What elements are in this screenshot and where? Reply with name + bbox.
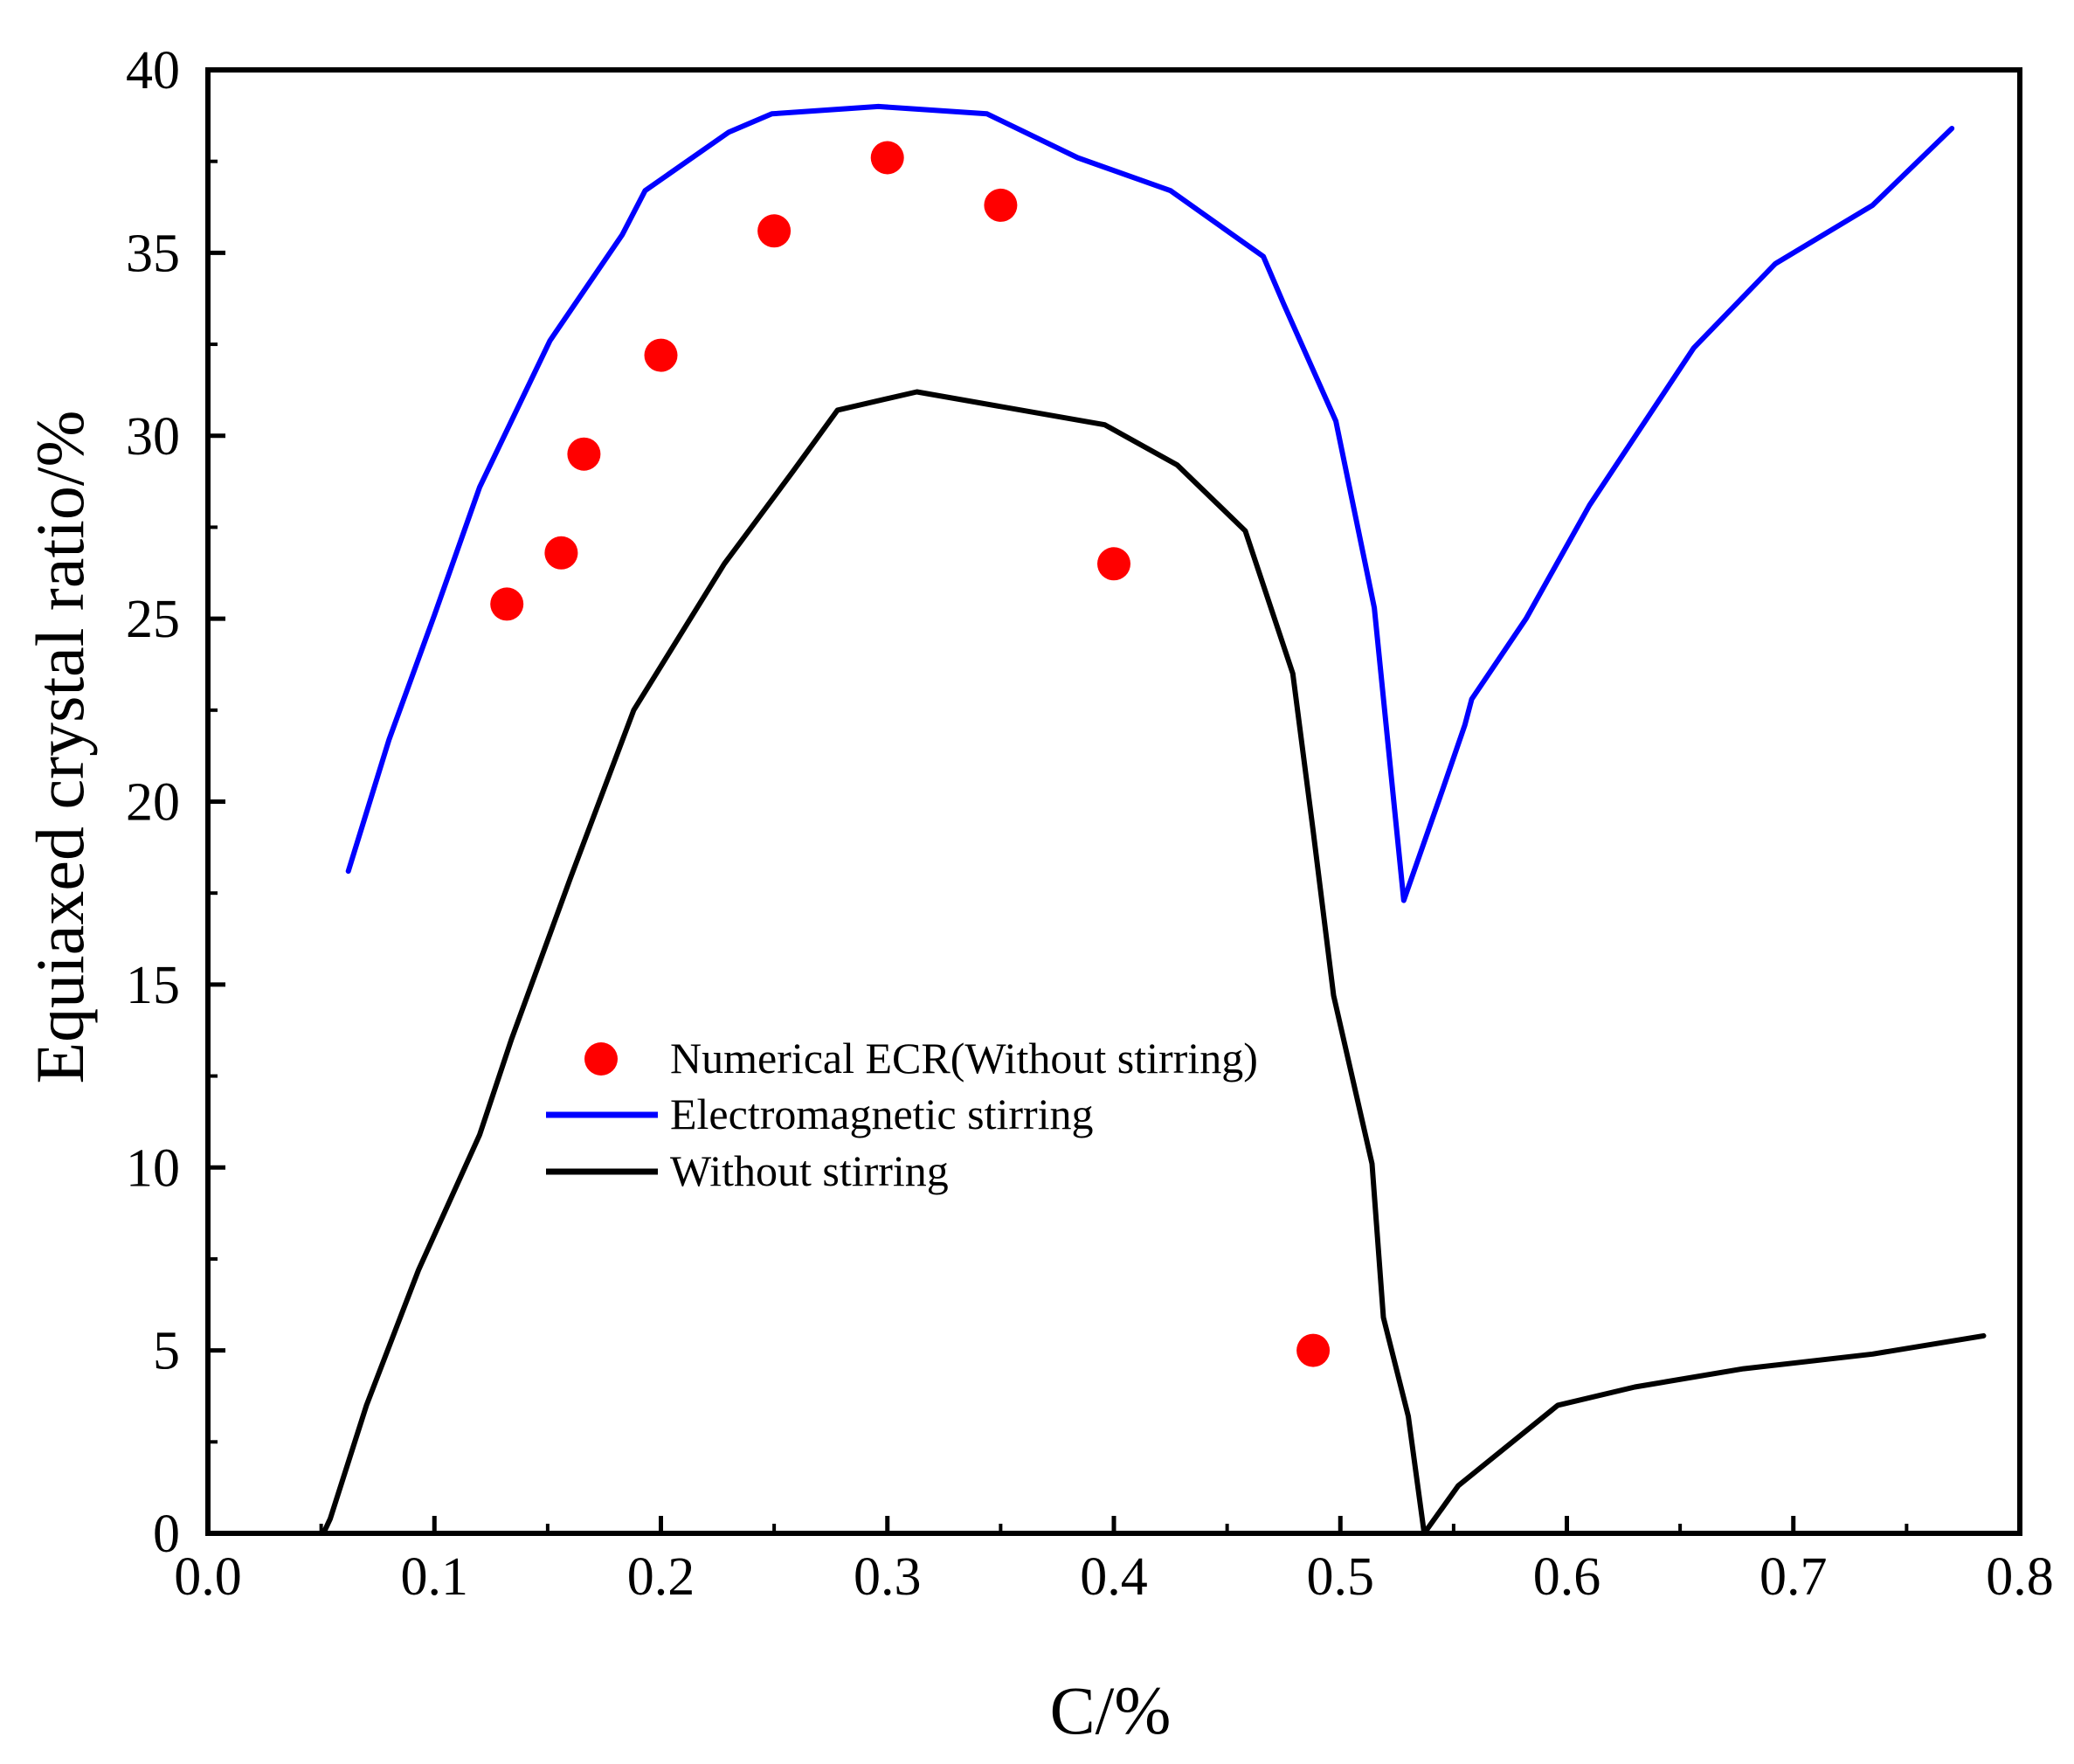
x-tick-label: 0.4 <box>1080 1547 1148 1607</box>
axis-ticks: 0.0 0.1 0.2 0.3 0.4 0.5 0.6 0.7 0.8 0 5 10 15 20 25 30 3… <box>126 41 2054 1607</box>
series-line-without-stirring <box>321 389 1987 1536</box>
series-layer <box>321 103 1987 1536</box>
scatter-point-1 <box>490 587 524 621</box>
x-tick-label: 0.8 <box>1986 1547 2054 1607</box>
scatter-point-7 <box>984 188 1018 222</box>
y-tick-label: 20 <box>126 773 180 833</box>
scatter-point-5 <box>757 214 792 248</box>
x-axis-title: C/% <box>1050 1672 1172 1748</box>
x-tick-label: 0.1 <box>401 1547 469 1607</box>
x-tick-label: 0.3 <box>854 1547 922 1607</box>
scatter-point-8 <box>1097 547 1130 581</box>
scatter-point-2 <box>544 536 578 570</box>
y-tick-label: 5 <box>153 1322 180 1381</box>
y-tick-label: 10 <box>126 1138 180 1198</box>
x-tick-label: 0.0 <box>174 1547 242 1607</box>
y-tick-label: 30 <box>126 407 180 467</box>
x-tick-label: 0.2 <box>627 1547 695 1607</box>
scatter-point-3 <box>567 437 601 471</box>
y-tick-label: 15 <box>126 956 180 1015</box>
legend-label-electromagnetic-stirring: Electromagnetic stirring <box>670 1090 1094 1138</box>
x-tick-label: 0.5 <box>1307 1547 1375 1607</box>
series-line-electromagnetic-stirring <box>345 103 1955 903</box>
legend-label-numerical-ecr: Numerical ECR(Without stirring) <box>670 1034 1258 1083</box>
y-tick-label: 35 <box>126 224 180 283</box>
legend-marker-numerical-ecr <box>584 1042 618 1076</box>
y-tick-label: 40 <box>126 41 180 100</box>
scatter-point-6 <box>870 141 904 175</box>
x-tick-label: 0.6 <box>1533 1547 1601 1607</box>
y-tick-label: 0 <box>153 1505 180 1564</box>
y-tick-label: 25 <box>126 590 180 649</box>
x-tick-label: 0.7 <box>1759 1547 1828 1607</box>
scatter-point-4 <box>644 338 678 372</box>
legend: Numerical ECR(Without stirring) Electrom… <box>546 1034 1258 1195</box>
y-axis-title: Equiaxed crystal ratio/% <box>22 410 98 1083</box>
scatter-point-9 <box>1296 1333 1331 1367</box>
legend-label-without-stirring: Without stirring <box>670 1146 949 1195</box>
